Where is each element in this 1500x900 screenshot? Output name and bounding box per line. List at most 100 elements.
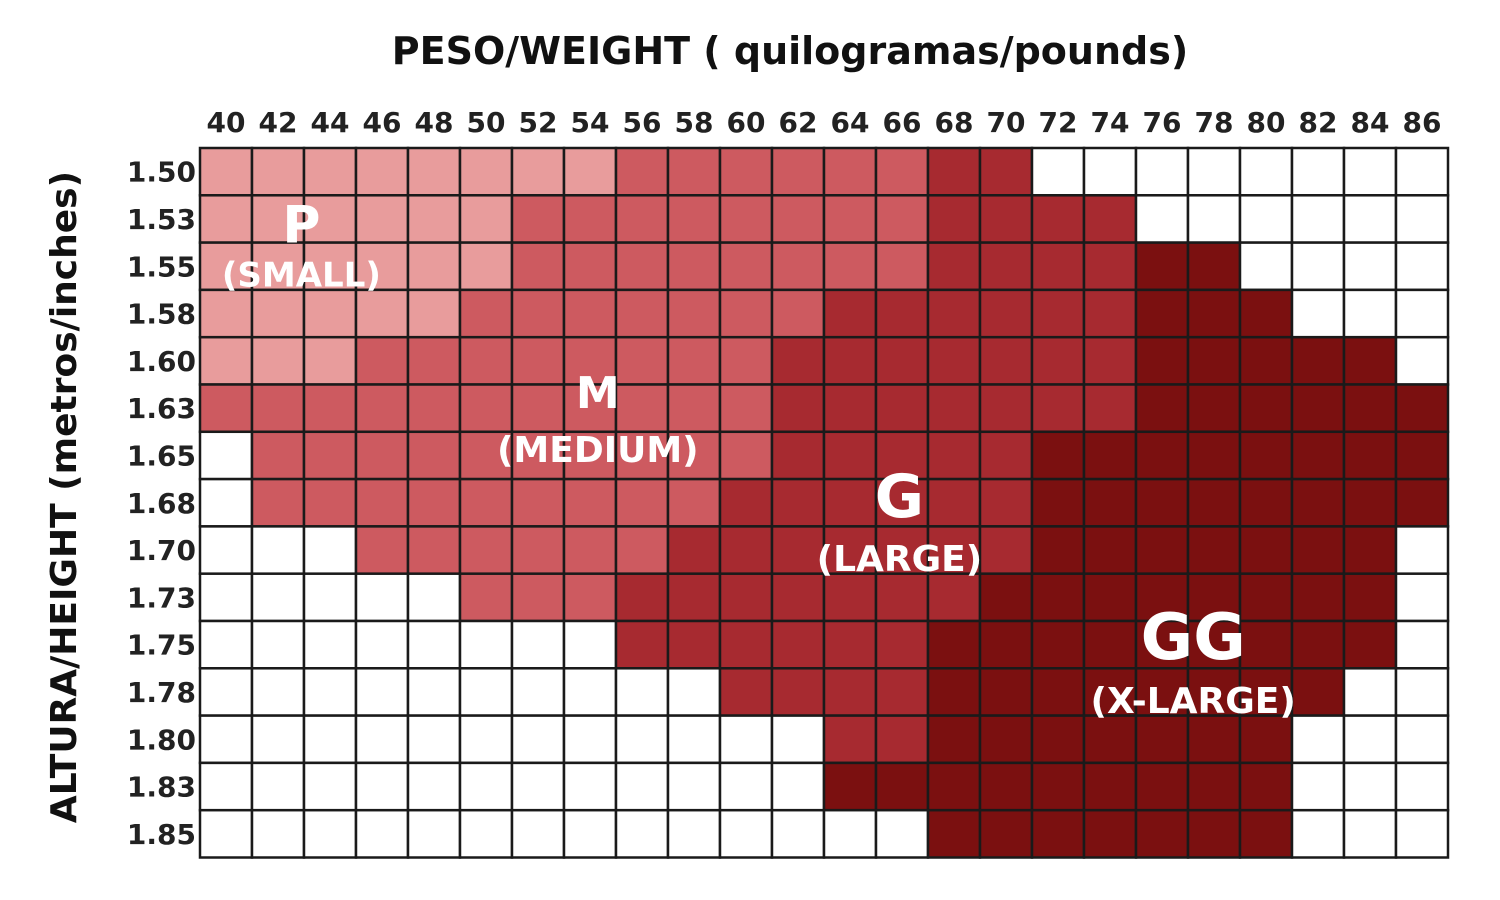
cell-1.78-70 bbox=[978, 667, 1034, 717]
cell-1.68-50 bbox=[458, 477, 514, 528]
cell-1.55-70 bbox=[978, 241, 1034, 292]
zone-label-gg: GG bbox=[1141, 601, 1246, 675]
zone-sublabel-p: (SMALL) bbox=[222, 256, 381, 296]
cell-1.65-62 bbox=[770, 430, 826, 481]
cell-1.83-50 bbox=[458, 761, 514, 812]
cell-1.53-56 bbox=[614, 194, 670, 244]
cell-1.68-82 bbox=[1290, 477, 1346, 528]
cell-1.70-64 bbox=[822, 525, 878, 575]
cell-1.63-72 bbox=[1030, 383, 1086, 434]
cell-1.85-58 bbox=[666, 808, 722, 859]
cell-1.58-62 bbox=[770, 288, 826, 339]
cell-1.85-80 bbox=[1238, 808, 1294, 859]
y-tick-label: 1.58 bbox=[127, 298, 196, 331]
cell-1.63-56 bbox=[614, 383, 670, 434]
cell-1.53-52 bbox=[510, 194, 566, 244]
cell-1.80-84 bbox=[1342, 714, 1398, 765]
x-tick-label: 66 bbox=[883, 106, 922, 139]
cell-1.70-46 bbox=[354, 525, 410, 575]
cell-1.83-78 bbox=[1186, 761, 1242, 812]
cell-1.60-62 bbox=[770, 335, 826, 386]
cell-1.68-72 bbox=[1030, 477, 1086, 528]
cell-1.63-76 bbox=[1134, 383, 1190, 434]
cell-1.50-82 bbox=[1290, 146, 1346, 197]
cell-1.63-42 bbox=[250, 383, 306, 434]
cell-1.53-64 bbox=[822, 194, 878, 244]
cell-1.80-66 bbox=[874, 714, 930, 765]
x-tick-label: 52 bbox=[519, 106, 558, 139]
y-axis-ticks: 1.50 1.53 1.55 1.58 1.60 1.63 1.65 1.68 1.70 1.73… bbox=[127, 156, 196, 851]
cell-1.83-68 bbox=[926, 761, 982, 812]
cell-1.50-74 bbox=[1082, 146, 1138, 197]
cell-1.73-50 bbox=[458, 572, 514, 623]
x-tick-label: 74 bbox=[1091, 106, 1130, 139]
cell-1.53-68 bbox=[926, 194, 982, 244]
cell-1.58-82 bbox=[1290, 288, 1346, 339]
cell-1.68-78 bbox=[1186, 477, 1242, 528]
cell-1.80-68 bbox=[926, 714, 982, 765]
cell-1.68-46 bbox=[354, 477, 410, 528]
cell-1.70-82 bbox=[1290, 525, 1346, 575]
cell-1.63-52 bbox=[510, 383, 566, 434]
cell-1.73-86 bbox=[1394, 572, 1450, 623]
cell-1.58-78 bbox=[1186, 288, 1242, 339]
cell-1.50-48 bbox=[406, 146, 462, 197]
cell-1.75-64 bbox=[822, 619, 878, 670]
chart-title: PESO/WEIGHT ( quilogramas/pounds) bbox=[392, 29, 1188, 73]
cell-1.53-40 bbox=[198, 194, 254, 244]
cell-1.55-84 bbox=[1342, 241, 1398, 292]
cell-1.55-78 bbox=[1186, 241, 1242, 292]
cell-1.85-42 bbox=[250, 808, 306, 859]
cell-1.55-64 bbox=[822, 241, 878, 292]
cell-1.73-62 bbox=[770, 572, 826, 623]
cell-1.58-84 bbox=[1342, 288, 1398, 339]
cell-1.80-50 bbox=[458, 714, 514, 765]
cell-1.73-44 bbox=[302, 572, 358, 623]
cell-1.80-86 bbox=[1394, 714, 1450, 765]
cell-1.50-58 bbox=[666, 146, 722, 197]
cell-1.68-74 bbox=[1082, 477, 1138, 528]
cell-1.55-48 bbox=[406, 241, 462, 292]
cell-1.75-62 bbox=[770, 619, 826, 670]
cell-1.60-42 bbox=[250, 335, 306, 386]
cell-1.50-72 bbox=[1030, 146, 1086, 197]
cell-1.53-54 bbox=[562, 194, 618, 244]
cell-1.75-48 bbox=[406, 619, 462, 670]
cell-1.70-86 bbox=[1394, 525, 1450, 575]
cell-1.80-42 bbox=[250, 714, 306, 765]
cell-1.80-62 bbox=[770, 714, 826, 765]
cell-1.53-84 bbox=[1342, 194, 1398, 244]
cell-1.75-56 bbox=[614, 619, 670, 670]
zone-sublabel-g: (LARGE) bbox=[817, 539, 983, 580]
cell-1.68-58 bbox=[666, 477, 722, 528]
cell-1.85-56 bbox=[614, 808, 670, 859]
y-tick-label: 1.65 bbox=[127, 439, 196, 472]
cell-1.80-46 bbox=[354, 714, 410, 765]
cell-1.83-70 bbox=[978, 761, 1034, 812]
cell-1.80-72 bbox=[1030, 714, 1086, 765]
cell-1.65-44 bbox=[302, 430, 358, 481]
x-tick-label: 82 bbox=[1299, 106, 1338, 139]
cell-1.63-44 bbox=[302, 383, 358, 434]
cell-1.70-56 bbox=[614, 525, 670, 575]
x-tick-label: 54 bbox=[571, 106, 610, 139]
cell-1.60-70 bbox=[978, 335, 1034, 386]
cell-1.75-50 bbox=[458, 619, 514, 670]
cell-1.73-52 bbox=[510, 572, 566, 623]
cell-1.60-44 bbox=[302, 335, 358, 386]
cell-1.63-54 bbox=[562, 383, 618, 434]
cell-1.68-48 bbox=[406, 477, 462, 528]
cell-1.78-40 bbox=[198, 667, 254, 717]
cell-1.63-70 bbox=[978, 383, 1034, 434]
cell-1.78-48 bbox=[406, 667, 462, 717]
cell-1.65-42 bbox=[250, 430, 306, 481]
cell-1.68-86 bbox=[1394, 477, 1450, 528]
cell-1.70-52 bbox=[510, 525, 566, 575]
cell-1.80-74 bbox=[1082, 714, 1138, 765]
cell-1.50-60 bbox=[718, 146, 774, 197]
cell-1.50-44 bbox=[302, 146, 358, 197]
cell-1.80-60 bbox=[718, 714, 774, 765]
cell-1.58-76 bbox=[1134, 288, 1190, 339]
cell-1.75-54 bbox=[562, 619, 618, 670]
cell-1.50-70 bbox=[978, 146, 1034, 197]
